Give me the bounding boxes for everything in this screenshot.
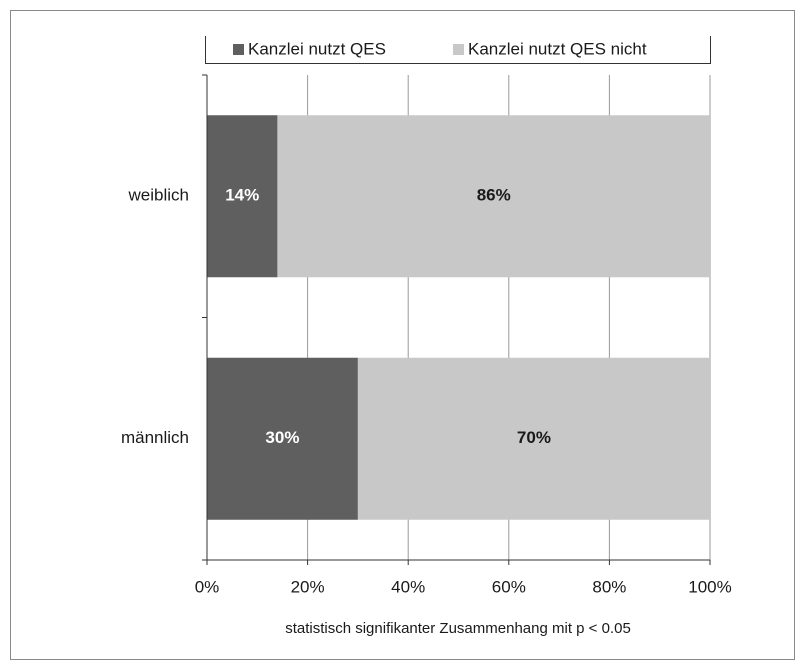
data-label: 30% [265,428,299,447]
x-tick-label: 100% [688,577,731,596]
bar-segment [357,357,710,520]
chart-frame [10,10,795,660]
y-tick-label: männlich [121,428,189,447]
y-tick-label: weiblich [128,186,189,205]
legend-label: Kanzlei nutzt QES nicht [468,39,647,58]
legend-box [205,36,711,64]
x-tick-label: 40% [391,577,425,596]
bar-segment [207,115,278,278]
x-tick-label: 0% [195,577,220,596]
data-label: 70% [517,428,551,447]
legend-label: Kanzlei nutzt QES [248,39,386,58]
legend-swatch [233,44,244,55]
x-axis-label: statistisch signifikanter Zusammenhang m… [285,620,631,637]
x-tick-label: 60% [492,577,526,596]
x-tick-label: 20% [291,577,325,596]
x-tick-label: 80% [592,577,626,596]
bar-segment [207,357,358,520]
data-label: 14% [225,186,259,205]
data-label: 86% [477,186,511,205]
bar-segment [277,115,710,278]
legend-swatch [453,44,464,55]
